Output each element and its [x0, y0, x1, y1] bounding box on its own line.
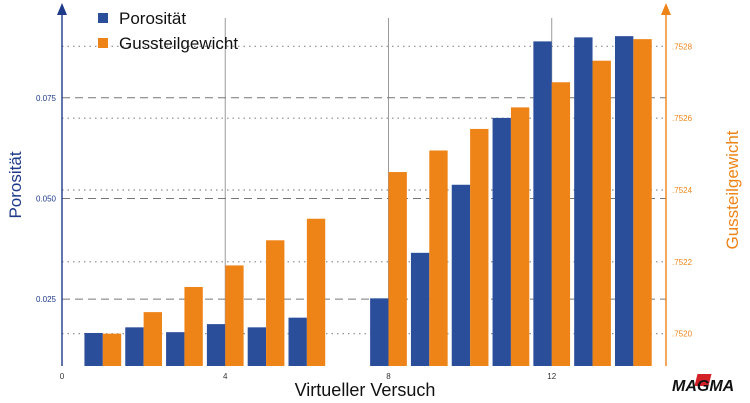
bars [84, 36, 652, 367]
legend-label-porositaet: Porosität [119, 9, 186, 28]
bar-gussteilgewicht-12 [551, 82, 571, 366]
bar-porositaet-2 [125, 327, 144, 366]
y-left-axis-title: Porosität [6, 151, 25, 218]
x-tick-12: 12 [547, 372, 556, 381]
x-tick-4: 4 [223, 372, 228, 381]
y-right-tick-.7520: .7520 [672, 330, 693, 339]
bar-gussteilgewicht-8 [388, 172, 407, 366]
bar-gussteilgewicht-6 [306, 218, 326, 366]
legend-swatch-porositaet [98, 13, 108, 23]
y-right-tick-.7522: .7522 [672, 258, 693, 267]
bar-porositaet-11 [492, 117, 511, 366]
y-right-axis [661, 3, 671, 366]
bar-porositaet-12 [533, 41, 552, 367]
magma-logo: MAGMA [672, 374, 734, 395]
bar-porositaet-5 [247, 327, 267, 366]
x-tick-0: 0 [60, 372, 65, 381]
logo-text: MAGMA [672, 378, 734, 395]
bar-porositaet-3 [166, 332, 185, 366]
bar-porositaet-10 [451, 184, 471, 366]
y-left-axis-arrow-icon [57, 3, 67, 15]
y-right-axis-arrow-icon [661, 3, 671, 15]
bar-gussteilgewicht-3 [184, 286, 203, 366]
bar-gussteilgewicht-5 [266, 240, 285, 366]
bar-gussteilgewicht-11 [510, 107, 530, 366]
y-left-axis [57, 3, 67, 366]
bar-porositaet-14 [614, 36, 634, 366]
bar-gussteilgewicht-1 [102, 333, 122, 366]
bar-porositaet-6 [288, 317, 307, 366]
bar-gussteilgewicht-9 [429, 150, 448, 366]
y-left-tick-0.075: 0.075 [36, 94, 57, 103]
bar-porositaet-8 [370, 298, 389, 366]
y-left-tick-0.025: 0.025 [36, 295, 57, 304]
legend-label-gussteilgewicht: Gussteilgewicht [119, 34, 238, 53]
bar-gussteilgewicht-13 [592, 60, 611, 366]
bar-gussteilgewicht-2 [143, 312, 162, 366]
bar-porositaet-1 [84, 332, 103, 366]
x-tick-8: 8 [386, 372, 391, 381]
bar-gussteilgewicht-14 [633, 39, 652, 367]
y-left-tick-labels: 0.025 0.050 0.075 [36, 94, 57, 304]
bar-gussteilgewicht-10 [470, 128, 489, 366]
y-right-tick-.7526: .7526 [672, 114, 693, 123]
legend-swatch-gussteilgewicht [98, 38, 108, 48]
y-right-tick-labels: .7520 .7522 .7524 .7526 .7528 [672, 42, 693, 338]
bar-porositaet-9 [410, 252, 430, 366]
bar-porositaet-4 [206, 324, 226, 366]
bar-gussteilgewicht-4 [225, 265, 244, 366]
y-right-tick-.7528: .7528 [672, 42, 693, 51]
x-axis-title: Virtueller Versuch [295, 380, 436, 400]
legend: Porosität Gussteilgewicht [98, 9, 238, 53]
bar-porositaet-13 [574, 37, 593, 367]
logo-mark-icon [694, 374, 712, 386]
y-right-tick-.7524: .7524 [672, 186, 693, 195]
x-tick-labels: 0 4 8 12 [60, 372, 557, 381]
y-left-tick-0.050: 0.050 [36, 194, 57, 203]
y-right-axis-title: Gussteilgewicht [723, 130, 742, 249]
